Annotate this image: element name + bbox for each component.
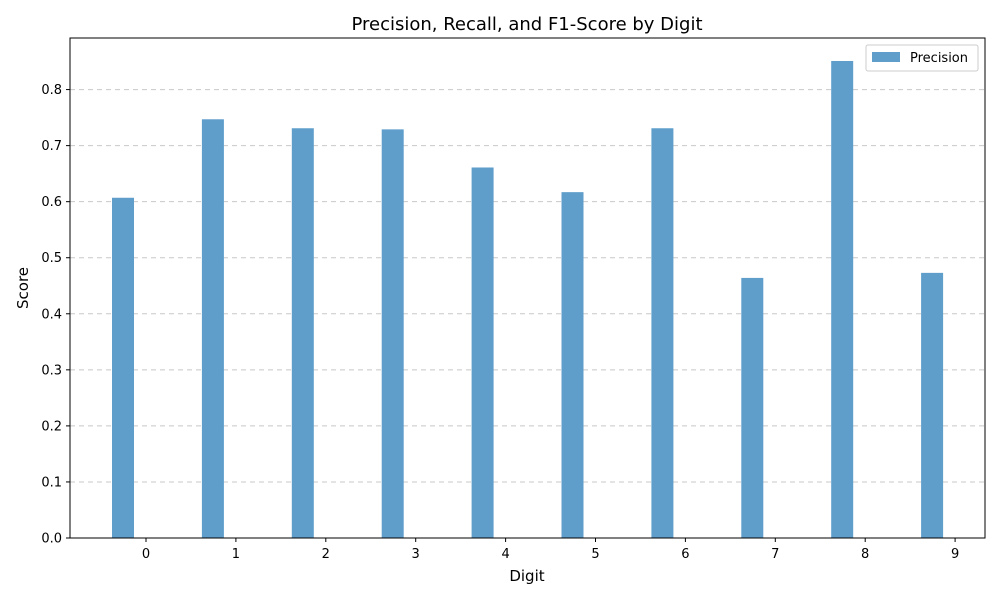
x-tick-label: 6 [681,547,689,562]
chart-title: Precision, Recall, and F1-Score by Digit [351,14,702,35]
y-tick-label: 0.5 [41,251,62,266]
plot-frame [69,37,986,539]
legend-swatch [872,52,900,62]
x-tick-label: 1 [232,547,240,562]
y-tick-label: 0.1 [41,475,62,490]
x-tick-label: 4 [501,547,509,562]
x-tick-label: 8 [861,547,869,562]
y-axis-label: Score [14,267,32,309]
x-tick-label: 3 [412,547,420,562]
y-tick-label: 0.8 [41,83,62,98]
bar-digit-2 [291,128,314,538]
y-tick-label: 0.0 [41,532,62,547]
x-tick-label: 5 [591,547,599,562]
bar-digit-0 [112,197,134,538]
legend-label: Precision [910,51,968,66]
y-tick-label: 0.4 [41,307,62,322]
legend-box [865,44,979,72]
x-tick-label: 0 [142,547,150,562]
bar-digit-9 [921,272,944,538]
y-tick-label: 0.7 [41,139,62,154]
x-tick-label: 9 [951,547,959,562]
x-axis-label: Digit [509,567,544,585]
x-tick-label: 2 [322,547,330,562]
bar-digit-7 [741,277,764,538]
bar-digit-3 [381,129,404,538]
y-tick-label: 0.2 [41,419,62,434]
legend: Precision [865,44,979,72]
bar-digit-8 [831,60,854,539]
bar-digit-5 [561,192,584,538]
x-axis: 0 1 2 3 4 5 6 7 8 9 [142,538,959,562]
bar-digit-6 [651,128,674,538]
bars-group [112,60,944,539]
bar-digit-1 [201,119,224,539]
y-axis: 0.0 0.1 0.2 0.3 0.4 0.5 0.6 0.7 0.8 [41,83,70,547]
x-tick-label: 7 [771,547,779,562]
y-tick-label: 0.3 [41,363,62,378]
bar-digit-4 [471,167,494,538]
y-tick-label: 0.6 [41,195,62,210]
